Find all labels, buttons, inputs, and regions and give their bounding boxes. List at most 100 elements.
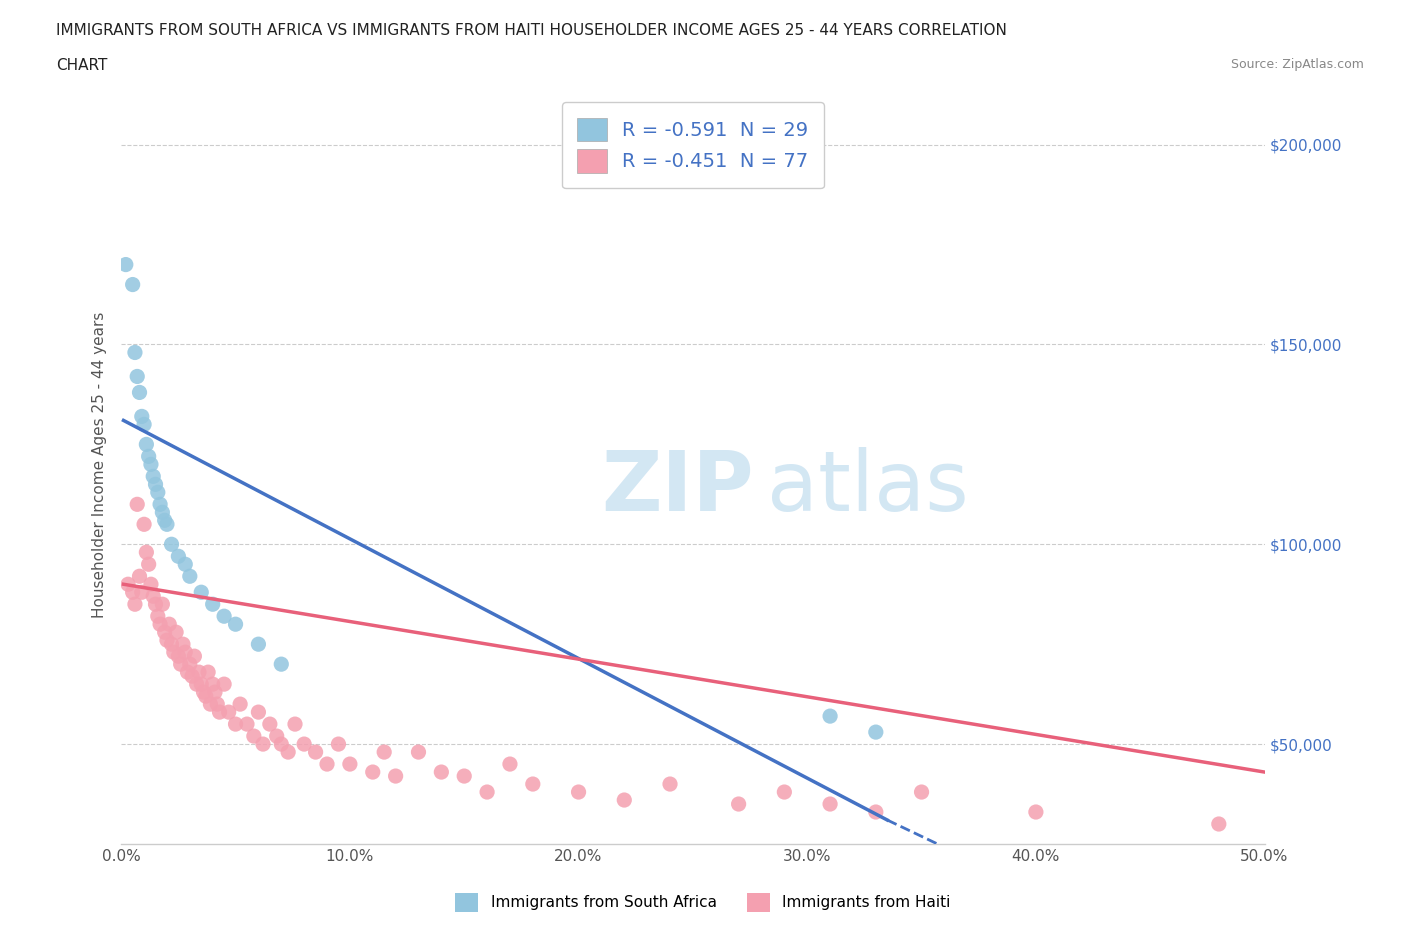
Point [384, 768, 406, 783]
Point [186, 677, 208, 692]
Point [153, 512, 176, 527]
Point [613, 792, 636, 807]
Point [146, 485, 169, 499]
Point [193, 684, 215, 699]
Point [1208, 817, 1230, 831]
Point [138, 557, 160, 572]
Point [149, 497, 172, 512]
Point [149, 617, 172, 631]
Point [499, 757, 522, 772]
Point [127, 369, 149, 384]
Point [207, 697, 229, 711]
Point [229, 697, 252, 711]
Point [243, 729, 266, 744]
Y-axis label: Householder Income Ages 25 - 44 years: Householder Income Ages 25 - 44 years [93, 312, 107, 618]
Text: IMMIGRANTS FROM SOUTH AFRICA VS IMMIGRANTS FROM HAITI HOUSEHOLDER INCOME AGES 25: IMMIGRANTS FROM SOUTH AFRICA VS IMMIGRAN… [56, 23, 1007, 38]
Point [165, 625, 187, 640]
Point [172, 637, 194, 652]
Point [225, 617, 247, 631]
Point [160, 637, 183, 652]
Point [188, 665, 211, 680]
Legend: Immigrants from South Africa, Immigrants from Haiti: Immigrants from South Africa, Immigrants… [450, 887, 956, 918]
Point [135, 437, 157, 452]
Point [212, 609, 235, 624]
Point [131, 409, 153, 424]
Point [183, 649, 205, 664]
Point [727, 797, 749, 812]
Point [361, 764, 384, 779]
Point [266, 729, 288, 744]
Point [201, 597, 224, 612]
Point [197, 665, 219, 680]
Point [522, 777, 544, 791]
Point [138, 449, 160, 464]
Point [139, 457, 162, 472]
Point [114, 257, 136, 272]
Point [277, 745, 299, 760]
Point [236, 717, 259, 732]
Point [156, 632, 179, 647]
Point [163, 644, 186, 659]
Point [252, 737, 274, 751]
Point [328, 737, 350, 751]
Text: Source: ZipAtlas.com: Source: ZipAtlas.com [1230, 58, 1364, 71]
Point [167, 649, 190, 664]
Point [127, 497, 149, 512]
Point [156, 517, 179, 532]
Point [160, 537, 183, 551]
Point [132, 417, 155, 432]
Legend: R = -0.591  N = 29, R = -0.451  N = 77: R = -0.591 N = 29, R = -0.451 N = 77 [562, 102, 824, 189]
Point [270, 737, 292, 751]
Point [190, 585, 212, 600]
Point [190, 677, 212, 692]
Point [117, 577, 139, 591]
Point [121, 277, 143, 292]
Point [865, 724, 887, 739]
Point [170, 657, 193, 671]
Point [910, 785, 932, 800]
Point [339, 757, 361, 772]
Point [121, 585, 143, 600]
Point [146, 609, 169, 624]
Point [179, 569, 201, 584]
Point [204, 684, 226, 699]
Point [142, 469, 165, 484]
Point [150, 597, 173, 612]
Text: atlas: atlas [768, 446, 969, 527]
Point [176, 665, 198, 680]
Point [225, 717, 247, 732]
Point [145, 477, 167, 492]
Point [157, 617, 180, 631]
Point [208, 705, 231, 720]
Point [270, 657, 292, 671]
Point [201, 677, 224, 692]
Point [373, 745, 395, 760]
Point [167, 549, 190, 564]
Point [128, 385, 150, 400]
Point [174, 557, 197, 572]
Point [124, 597, 146, 612]
Text: ZIP: ZIP [602, 446, 754, 527]
Point [247, 705, 270, 720]
Point [145, 597, 167, 612]
Point [218, 705, 240, 720]
Point [150, 505, 173, 520]
Point [304, 745, 326, 760]
Point [131, 585, 153, 600]
Point [292, 737, 315, 751]
Point [181, 669, 204, 684]
Point [430, 764, 453, 779]
Point [142, 589, 165, 604]
Point [773, 785, 796, 800]
Point [179, 657, 201, 671]
Point [174, 644, 197, 659]
Point [124, 345, 146, 360]
Point [259, 717, 281, 732]
Point [408, 745, 430, 760]
Point [132, 517, 155, 532]
Point [567, 785, 589, 800]
Point [865, 804, 887, 819]
Point [316, 757, 339, 772]
Point [1025, 804, 1047, 819]
Point [453, 768, 475, 783]
